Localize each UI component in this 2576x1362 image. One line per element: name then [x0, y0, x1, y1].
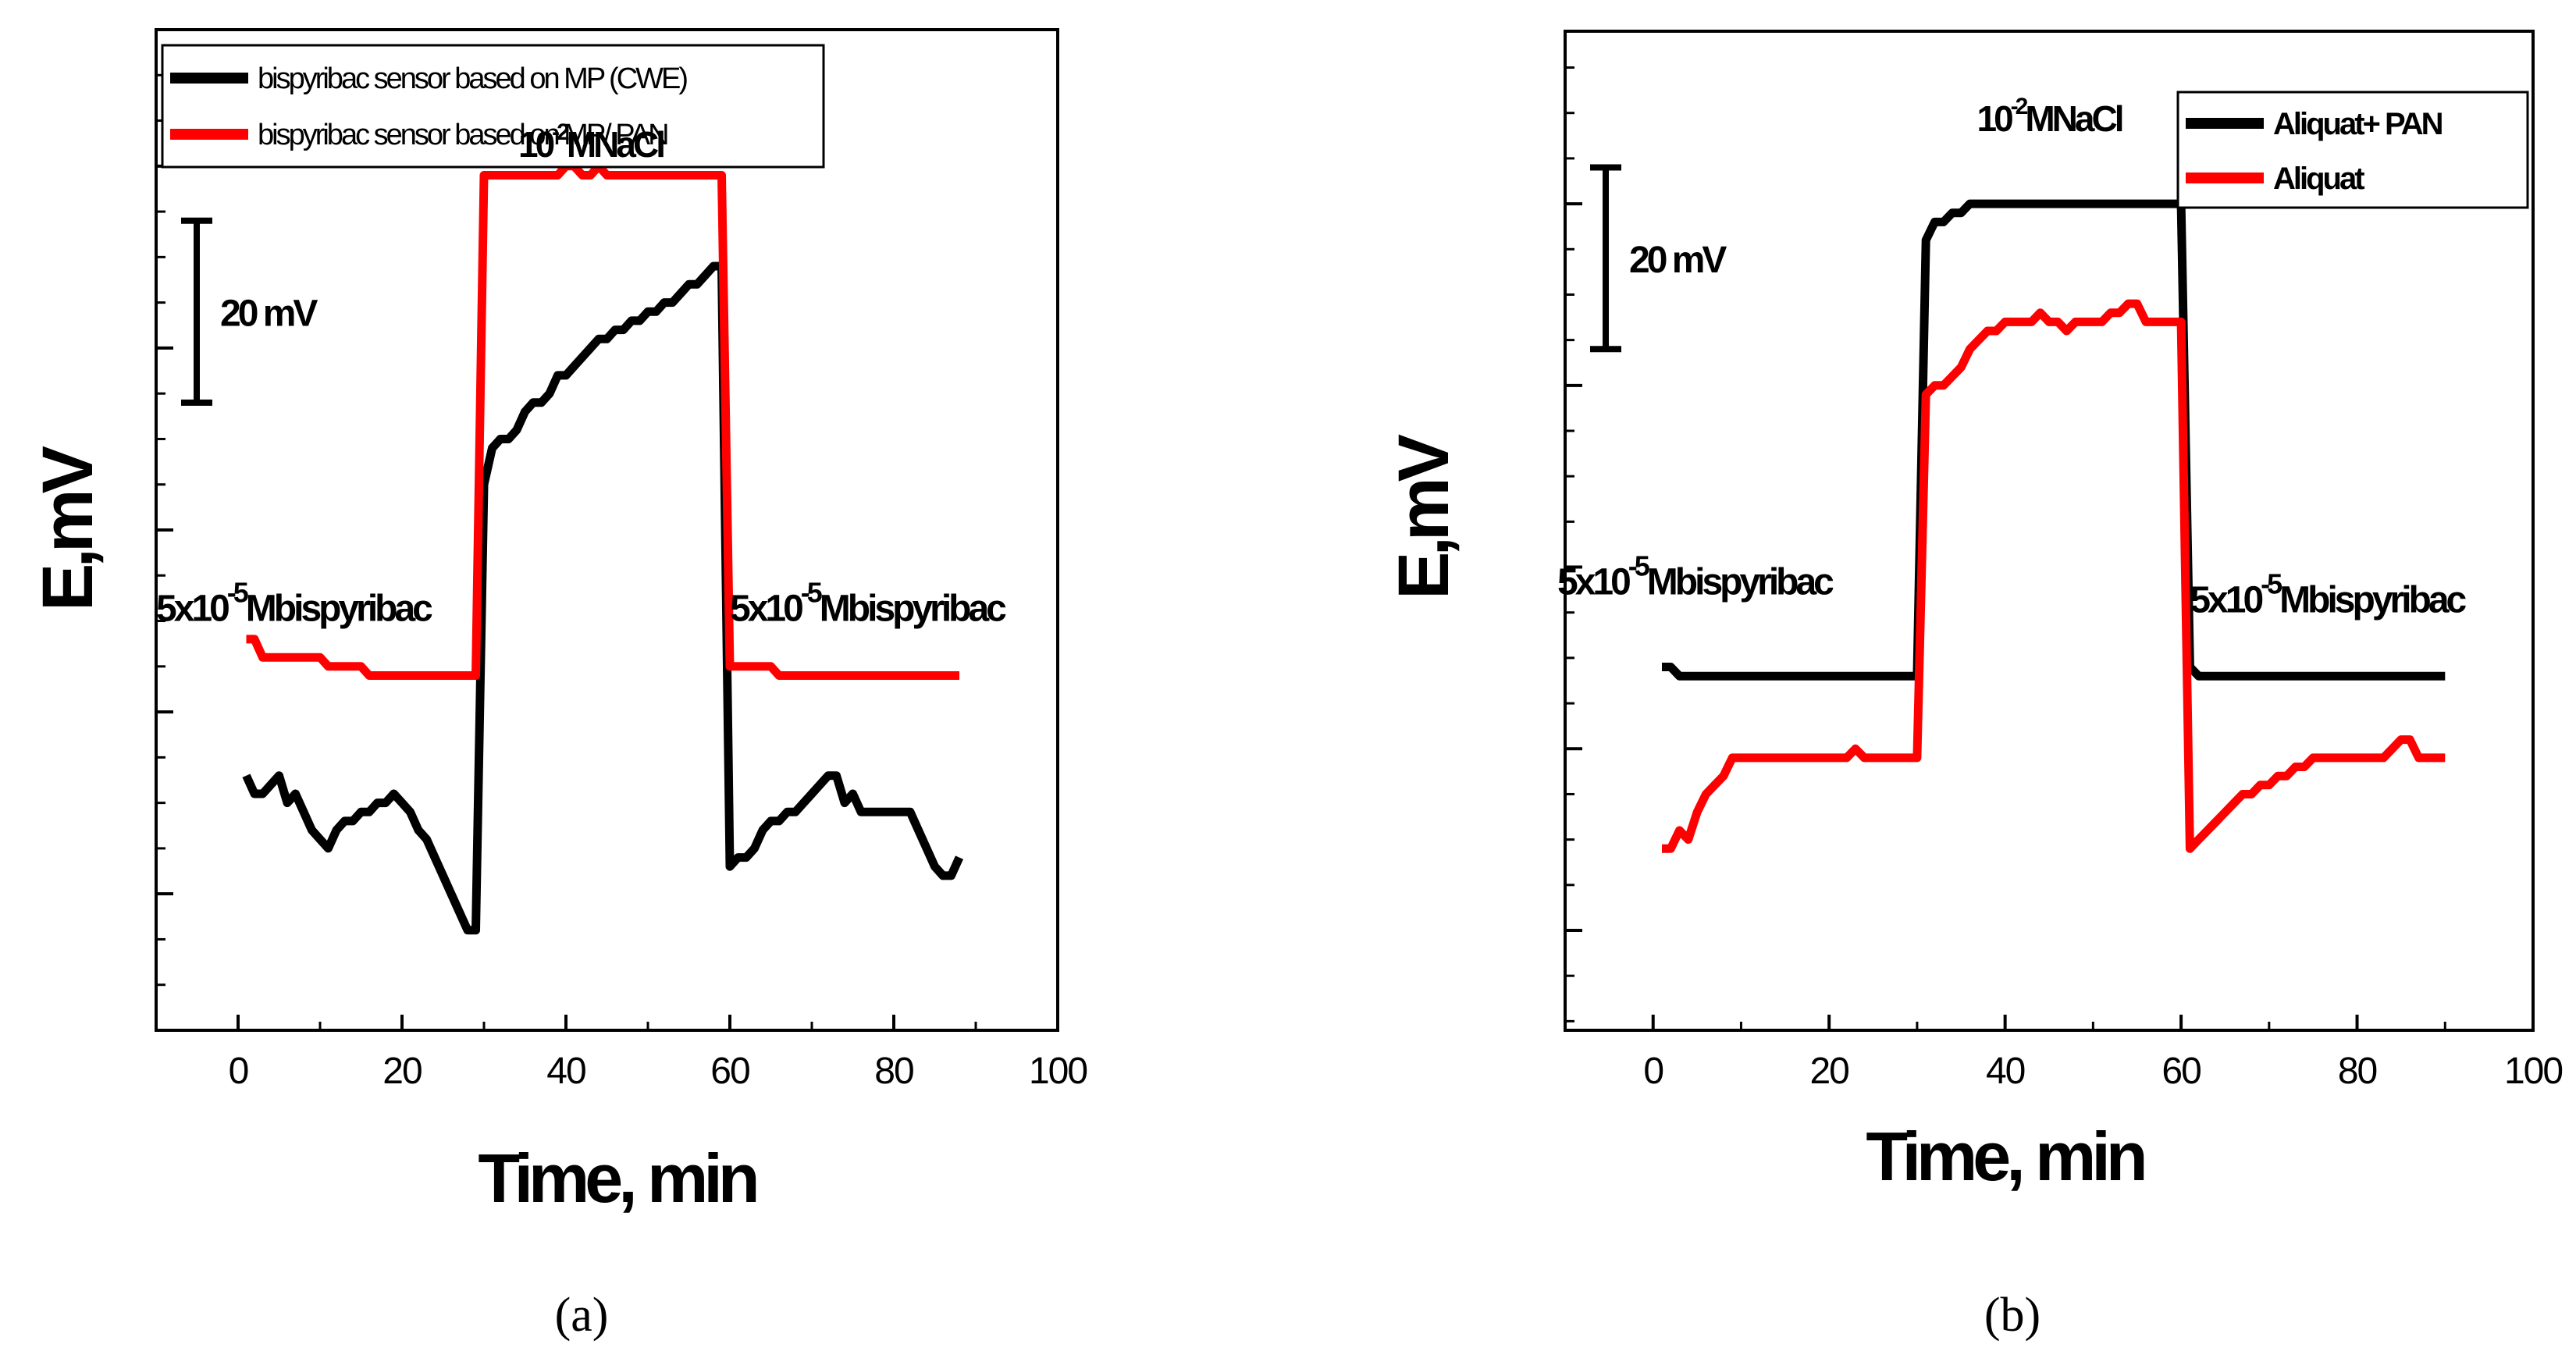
panel-caption-a: (a) — [555, 1289, 609, 1342]
annotation-right-base-a: 5x10 — [730, 589, 802, 630]
x-axis-title-b: Time, min — [1866, 1118, 2144, 1195]
x-tick-label: 0 — [1643, 1051, 1663, 1092]
scale-bar-label-a: 20 mV — [220, 293, 318, 334]
y-axis-title-a: E,mV — [28, 446, 108, 611]
x-tick-label: 60 — [710, 1051, 749, 1092]
annotation-nacl-a: 10-2MNaCl — [518, 119, 664, 165]
x-tick-label: 0 — [229, 1051, 248, 1092]
annotation-nacl-tail-a: MNaCl — [567, 124, 664, 165]
annotation-nacl-base-b: 10 — [1977, 98, 2013, 139]
annotation-bispyribac-left-b: 5x10-5Mbispyribac — [1557, 549, 1834, 603]
y-ticks-a — [156, 28, 173, 1032]
annotation-right-tail-a: Mbispyribac — [820, 589, 1006, 630]
legend-label-cwe: bispyribac sensor based on MP (CWE) — [258, 62, 687, 95]
annotation-left-base-b: 5x10 — [1557, 561, 1630, 603]
y-axis-title-b: E,mV — [1384, 434, 1464, 599]
legend-label-aliquat-pan: Aliquat+ PAN — [2273, 107, 2443, 141]
x-tick-label: 80 — [2338, 1051, 2377, 1092]
x-tick-label: 60 — [2161, 1051, 2201, 1092]
x-tick-label: 80 — [874, 1051, 913, 1092]
scale-bar-a: 20 mV — [181, 217, 321, 406]
x-tick-label: 100 — [2504, 1051, 2562, 1092]
annotation-left-tail-b: Mbispyribac — [1647, 561, 1834, 603]
x-tick-label: 40 — [1986, 1051, 2025, 1092]
scale-bar-label-b: 20 mV — [1629, 240, 1727, 281]
x-axis-title-a: Time, min — [478, 1140, 756, 1217]
legend-b: Aliquat+ PAN Aliquat — [2176, 91, 2529, 209]
scale-bar-b: 20 mV — [1590, 164, 1730, 353]
plot-frame-b — [1564, 30, 2535, 1032]
series-line-a-1 — [246, 162, 959, 680]
annotation-left-base-a: 5x10 — [156, 589, 229, 630]
annotation-nacl-base-a: 10 — [518, 124, 554, 165]
legend-a: bispyribac sensor based on MP (CWE) bisp… — [161, 44, 825, 169]
x-tick-label: 40 — [546, 1051, 585, 1092]
annotation-bispyribac-right-b: 5x10-5Mbispyribac — [2190, 568, 2466, 621]
legend-label-pan: bispyribac sensor based on MP/ PAN — [258, 119, 667, 151]
annotation-right-base-b: 5x10 — [2190, 580, 2262, 621]
series-line-b-1 — [1662, 299, 2446, 853]
annotation-bispyribac-left-a: 5x10-5Mbispyribac — [156, 577, 432, 630]
legend-label-aliquat: Aliquat — [2273, 162, 2364, 196]
annotation-nacl-tail-b: MNaCl — [2025, 98, 2122, 139]
panel-caption-b: (b) — [1984, 1289, 2041, 1342]
panel-b: 0 20 40 60 80 100 20 mV Aliquat+ PAN Aliquat … — [1384, 30, 2564, 1342]
x-ticks-a: 0 20 40 60 80 100 — [229, 1015, 1088, 1092]
x-tick-label: 20 — [1809, 1051, 1848, 1092]
annotation-left-tail-a: Mbispyribac — [246, 589, 432, 630]
annotation-right-tail-b: Mbispyribac — [2279, 580, 2466, 621]
legend-frame-b — [2176, 91, 2529, 209]
series-line-a-0 — [242, 261, 964, 935]
annotation-bispyribac-right-a: 5x10-5Mbispyribac — [730, 577, 1006, 630]
series-group-b — [1662, 199, 2446, 853]
legend-frame-a — [161, 44, 825, 169]
series-line-b-0 — [1662, 199, 2446, 681]
x-tick-label: 100 — [1029, 1051, 1087, 1092]
y-ticks-b — [1565, 66, 1582, 1022]
annotation-nacl-b: 10-2MNaCl — [1977, 94, 2122, 139]
series-group-a — [242, 162, 964, 935]
x-tick-label: 20 — [382, 1051, 422, 1092]
panel-a: 0 20 40 60 80 100 20 mV bispyribac sensor bas… — [28, 28, 1088, 1342]
plot-frame-a — [155, 28, 1059, 1032]
x-ticks-b: 0 20 40 60 80 100 — [1643, 1015, 2564, 1092]
